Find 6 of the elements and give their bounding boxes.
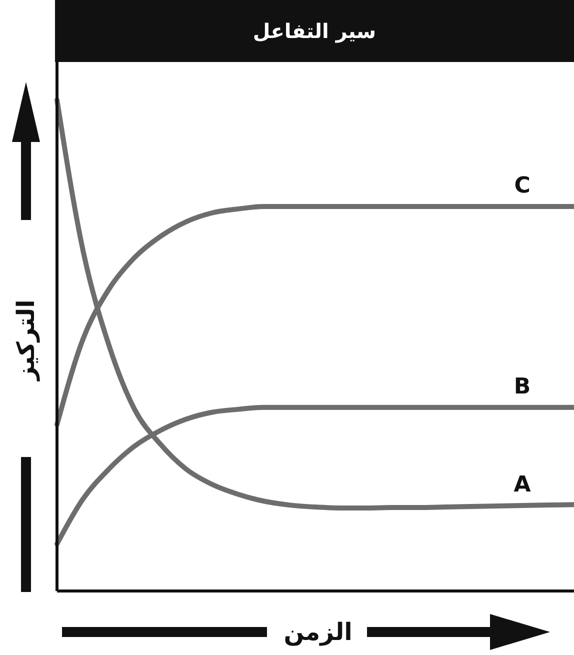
chart-title: سير التفاعل (55, 0, 574, 62)
series-label: C (514, 173, 530, 198)
series-label: B (514, 374, 531, 400)
x-axis-title: الزمن (284, 618, 352, 646)
y-axis-title: التركيز (12, 300, 40, 380)
series-label: A (514, 472, 531, 498)
